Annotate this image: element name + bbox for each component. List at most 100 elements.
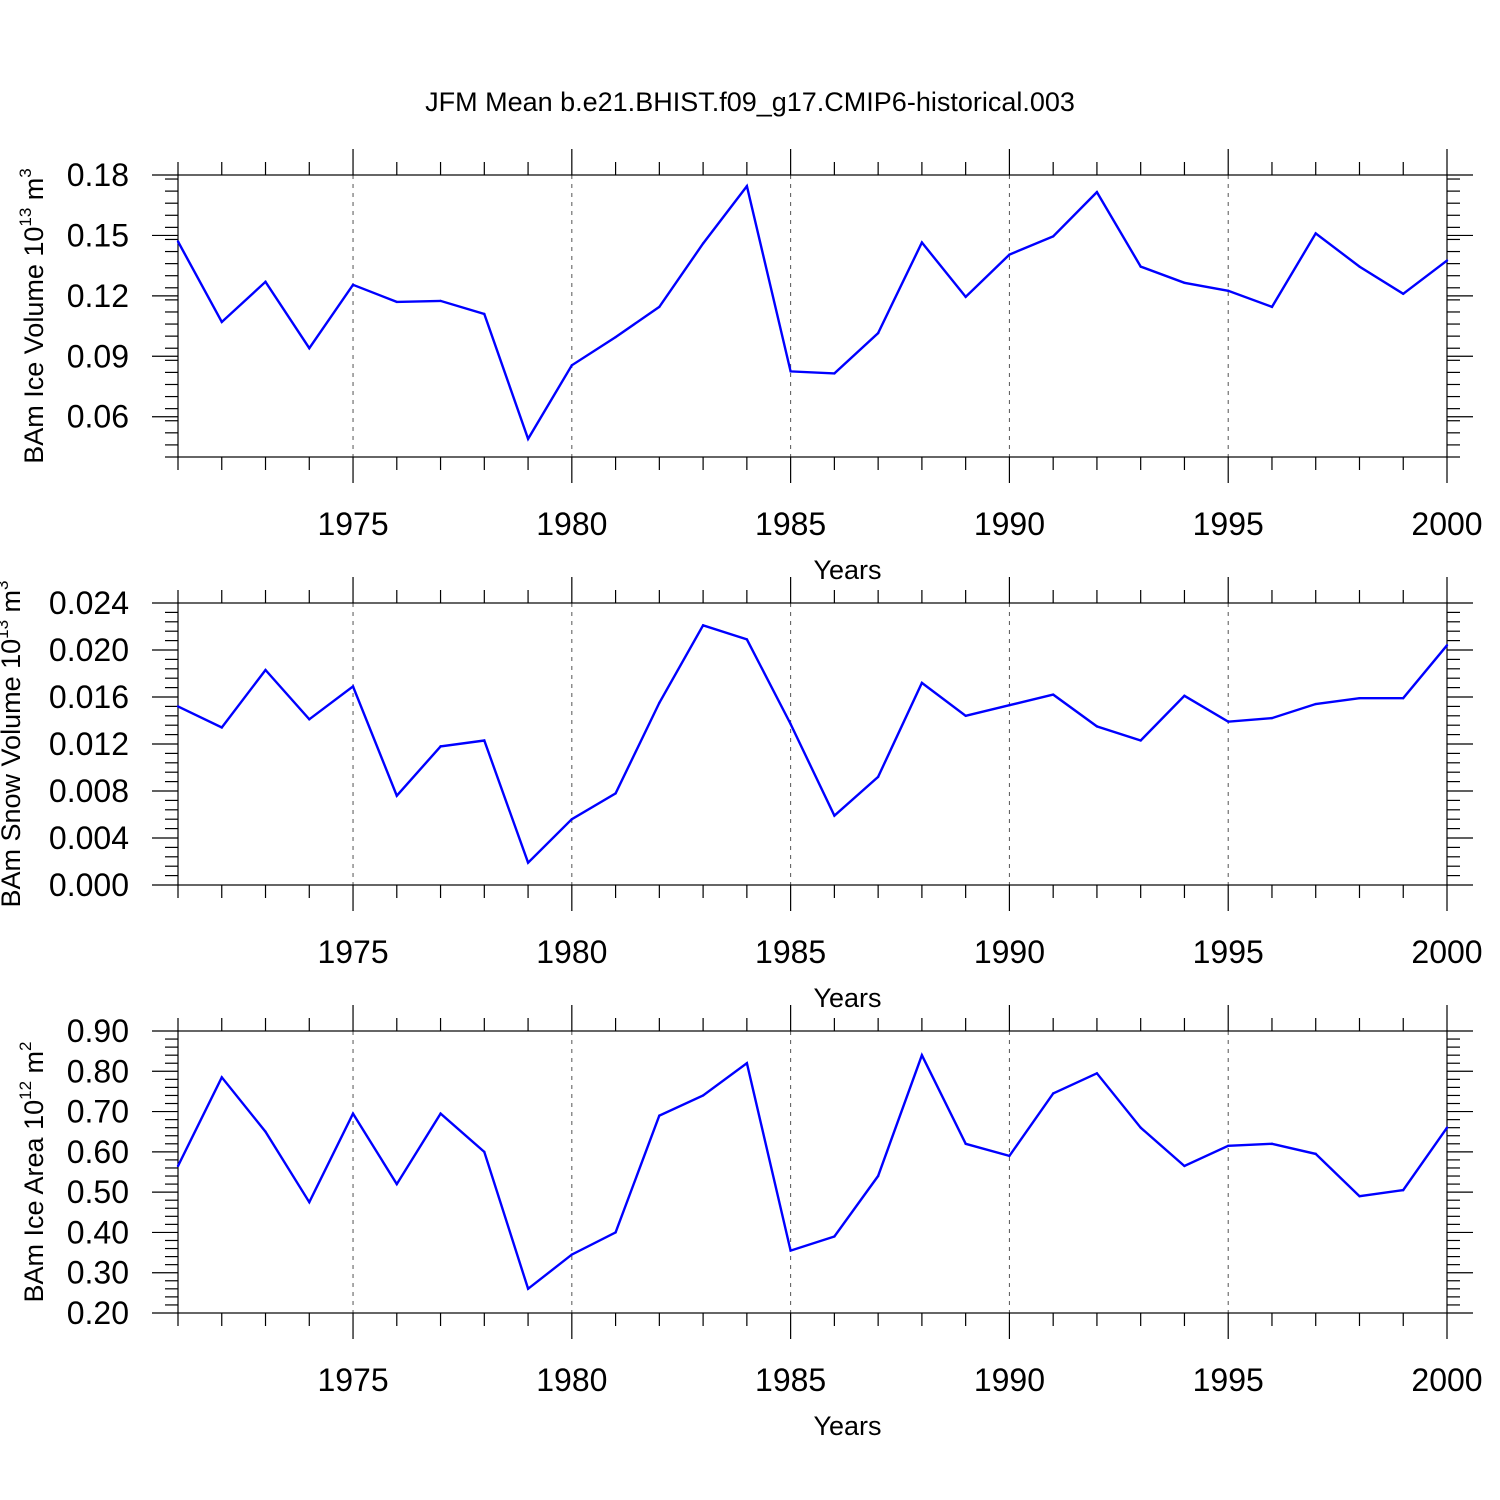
y-axis-label-unit-snow-volume: m: [0, 590, 26, 620]
data-point-ice-area-1995: [1227, 1144, 1230, 1148]
data-point-ice-volume-1978: [483, 312, 486, 316]
y-tick-label-snow-volume-5: 0.020: [49, 632, 129, 668]
x-tick-label-snow-volume-1975: 1975: [317, 934, 388, 970]
y-tick-label-snow-volume-4: 0.016: [49, 679, 129, 715]
data-point-ice-volume-1992: [1095, 190, 1099, 194]
x-tick-label-ice-volume-1985: 1985: [755, 506, 826, 542]
data-point-snow-volume-1984: [745, 638, 749, 641]
data-point-ice-area-1990: [1008, 1154, 1011, 1158]
data-point-snow-volume-1988: [920, 681, 924, 685]
data-point-snow-volume-1976: [395, 794, 398, 797]
chart-panel-snow-volume: 1975 1980 1985 1990 1995 2000 0.000 0.004 0.008 0…: [0, 577, 1483, 1013]
data-point-snow-volume-1998: [1358, 696, 1361, 700]
data-point-snow-volume-1974: [308, 718, 311, 721]
data-point-snow-volume-1995: [1227, 720, 1230, 723]
data-point-ice-area-1971: [176, 1164, 180, 1168]
data-point-ice-volume-1981: [614, 335, 617, 339]
data-point-snow-volume-1994: [1183, 694, 1186, 698]
x-tick-label-ice-area-1980: 1980: [536, 1362, 607, 1398]
data-point-snow-volume-1993: [1139, 739, 1142, 742]
data-point-snow-volume-1989: [964, 714, 967, 717]
data-point-snow-volume-1983: [701, 624, 705, 627]
data-point-ice-area-1991: [1051, 1092, 1055, 1095]
data-point-snow-volume-1971: [176, 705, 180, 708]
y-tick-label-snow-volume-0: 0.000: [49, 867, 129, 903]
data-point-ice-volume-1979: [526, 437, 530, 441]
data-point-ice-area-1972: [220, 1076, 223, 1079]
x-tick-label-ice-area-1985: 1985: [755, 1362, 826, 1398]
panels: 1975 1980 1985 1990 1995 2000 0.06 0.09 0.12 0.15…: [0, 149, 1483, 1441]
x-tick-label-ice-volume-1980: 1980: [536, 506, 607, 542]
data-point-snow-volume-1992: [1095, 725, 1099, 728]
plot-frame-ice-area: [177, 1030, 1448, 1314]
data-point-ice-area-1997: [1314, 1152, 1317, 1156]
data-point-ice-area-1988: [920, 1053, 924, 1057]
data-point-ice-area-1992: [1095, 1072, 1099, 1075]
data-point-ice-volume-1987: [876, 331, 880, 335]
data-point-ice-area-1998: [1358, 1194, 1361, 1198]
data-point-ice-volume-1977: [439, 299, 442, 303]
data-point-ice-volume-1988: [920, 241, 924, 244]
data-point-snow-volume-1997: [1314, 702, 1317, 706]
data-point-ice-area-1996: [1270, 1142, 1274, 1146]
x-tick-label-snow-volume-1980: 1980: [536, 934, 607, 970]
x-tick-label-ice-volume-1995: 1995: [1193, 506, 1264, 542]
data-point-ice-area-1989: [964, 1142, 967, 1146]
y-axis-label-ice-area: BAm Ice Area 1012 m2: [16, 1042, 49, 1303]
series-line-ice-volume: [176, 183, 1448, 442]
plot-frame-snow-volume: [177, 602, 1448, 886]
data-point-ice-volume-1998: [1358, 265, 1361, 268]
y-tick-label-snow-volume-6: 0.024: [49, 585, 129, 621]
data-point-ice-area-1985: [789, 1249, 792, 1252]
x-tick-label-snow-volume-1990: 1990: [974, 934, 1045, 970]
data-point-ice-area-1978: [483, 1150, 486, 1154]
chart-panel-ice-volume: 1975 1980 1985 1990 1995 2000 0.06 0.09 0.12 0.15…: [16, 149, 1483, 585]
data-point-ice-volume-1983: [701, 242, 705, 245]
y-tick-label-ice-area-6: 0.80: [67, 1053, 129, 1089]
data-point-snow-volume-1973: [264, 668, 267, 672]
data-point-ice-area-1987: [876, 1174, 880, 1178]
x-tick-label-snow-volume-1995: 1995: [1193, 934, 1264, 970]
data-point-snow-volume-1980: [570, 818, 574, 821]
data-point-ice-volume-1996: [1270, 305, 1274, 309]
data-point-snow-volume-1982: [658, 701, 661, 705]
data-point-ice-volume-1986: [833, 372, 836, 375]
x-tick-label-snow-volume-2000: 2000: [1411, 934, 1482, 970]
data-point-ice-area-1975: [351, 1112, 355, 1115]
data-point-ice-volume-1984: [745, 184, 749, 188]
data-point-snow-volume-1985: [789, 722, 792, 726]
y-tick-label-ice-volume-2: 0.12: [67, 278, 129, 314]
data-point-ice-area-1976: [395, 1182, 398, 1186]
y-tick-label-ice-area-0: 0.20: [67, 1295, 129, 1331]
y-tick-label-ice-area-1: 0.30: [67, 1255, 129, 1291]
figure-title: JFM Mean b.e21.BHIST.f09_g17.CMIP6-histo…: [425, 87, 1075, 117]
data-point-ice-area-1981: [614, 1231, 617, 1234]
x-tick-label-snow-volume-1985: 1985: [755, 934, 826, 970]
data-point-snow-volume-1975: [351, 685, 355, 688]
data-point-ice-area-1979: [526, 1287, 530, 1291]
y-axis-label-unit-ice-area: m: [19, 1051, 49, 1081]
data-point-ice-volume-1973: [264, 280, 267, 283]
data-point-ice-volume-1995: [1227, 289, 1230, 293]
data-point-ice-volume-1990: [1008, 253, 1011, 256]
x-tick-label-ice-volume-1990: 1990: [974, 506, 1045, 542]
data-point-snow-volume-1981: [614, 792, 617, 795]
y-axis-label-exp-ice-area: 12: [16, 1081, 35, 1100]
data-point-snow-volume-1996: [1270, 716, 1274, 720]
data-point-ice-volume-1997: [1314, 232, 1317, 235]
y-axis-label-exp-snow-volume: 13: [0, 620, 12, 639]
y-tick-label-ice-area-4: 0.60: [67, 1134, 129, 1170]
data-point-snow-volume-1979: [526, 861, 530, 864]
y-tick-label-ice-area-7: 0.90: [67, 1013, 129, 1049]
y-axis-label-ice-volume: BAm Ice Volume 1013 m3: [16, 168, 49, 464]
y-axis-label-text-ice-area: BAm Ice Area 10: [19, 1100, 49, 1303]
y-tick-label-ice-area-3: 0.50: [67, 1174, 129, 1210]
x-tick-label-ice-area-2000: 2000: [1411, 1362, 1482, 1398]
data-point-snow-volume-1977: [439, 745, 442, 748]
data-point-ice-area-1986: [833, 1235, 836, 1238]
y-tick-label-ice-volume-3: 0.15: [67, 217, 129, 253]
data-point-ice-volume-2000: [1445, 259, 1449, 262]
data-point-ice-volume-1989: [964, 295, 967, 299]
y-tick-label-snow-volume-2: 0.008: [49, 773, 129, 809]
data-point-snow-volume-1990: [1008, 704, 1011, 707]
